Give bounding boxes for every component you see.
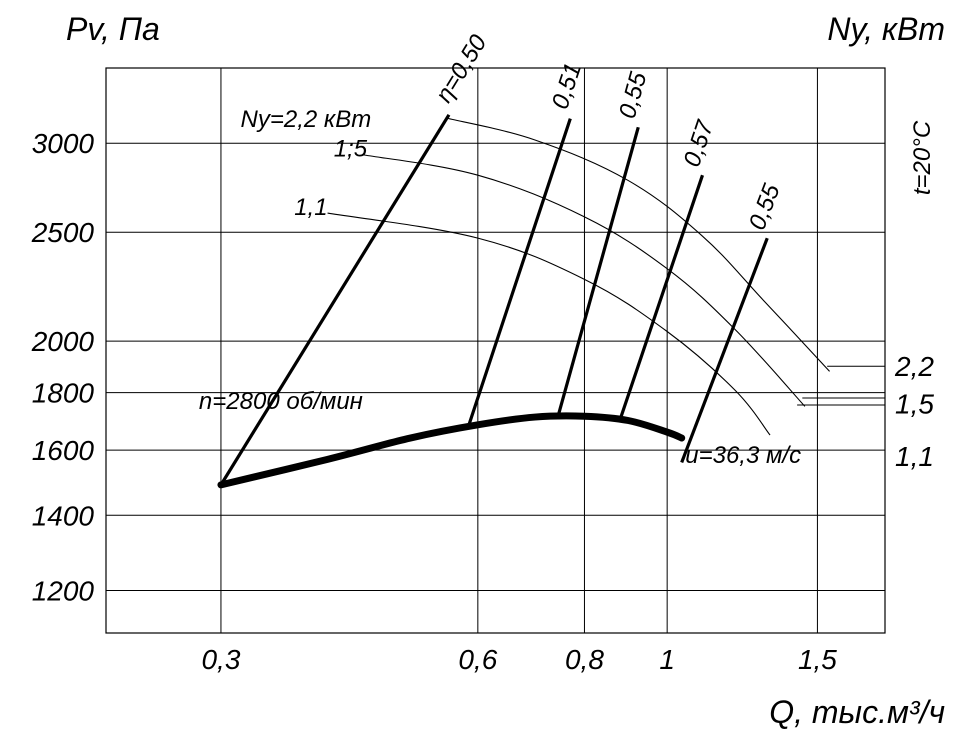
u-label: u=36,3 м/с <box>685 442 801 469</box>
y-tick-label: 3000 <box>32 128 95 159</box>
x-tick-label: 0,6 <box>458 644 497 675</box>
fan-performance-chart: 1200 1400 1600 1800 2000 2500 3000 0,3 0,6 0,8 1 1,… <box>0 0 964 756</box>
mid-1-5-label: 1;5 <box>334 135 368 162</box>
efficiency-line <box>468 119 570 427</box>
x-tick-label: 0,3 <box>201 644 240 675</box>
right-y-tick-label: 2,2 <box>894 351 934 382</box>
right-y-tick-label: 1,1 <box>895 441 934 472</box>
ny-label: Ny=2,2 кВт <box>241 106 372 133</box>
y-tick-label: 2500 <box>31 217 95 248</box>
iso-curve <box>446 118 830 372</box>
mid-1-1-label: 1,1 <box>294 194 327 221</box>
iso-curve <box>363 155 805 407</box>
y-tick-label: 1600 <box>32 435 95 466</box>
plot-border <box>106 68 885 633</box>
n-label: n=2800 об/мин <box>199 388 363 415</box>
x-tick-label: 1,5 <box>798 644 837 675</box>
y-tick-label: 1800 <box>32 378 95 409</box>
efficiency-line <box>221 115 449 485</box>
x-title: Q, тыс.м³/ч <box>769 694 945 730</box>
y-tick-label: 1200 <box>32 576 95 607</box>
y-right-title: Ny, кВт <box>827 11 945 47</box>
efficiency-line <box>620 175 703 420</box>
temperature-label: t=20°C <box>909 120 936 195</box>
right-y-tick-label: 1,5 <box>895 389 934 420</box>
efficiency-label: 0,55 <box>614 69 653 122</box>
efficiency-label: 0,55 <box>744 180 786 234</box>
efficiency-line <box>558 127 638 416</box>
y-tick-label: 2000 <box>31 326 95 357</box>
y-tick-label: 1400 <box>32 500 95 531</box>
x-tick-label: 1 <box>659 644 675 675</box>
y-left-title: Pv, Па <box>66 11 160 47</box>
x-tick-label: 0,8 <box>565 644 604 675</box>
